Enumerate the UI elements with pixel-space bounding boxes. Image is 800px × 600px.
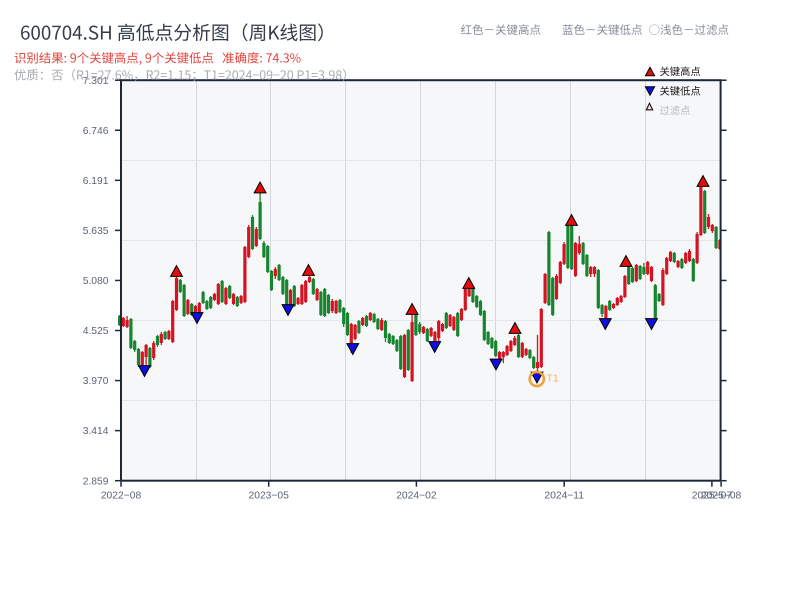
- svg-text:2.859: 2.859: [83, 476, 109, 487]
- svg-text:6.746: 6.746: [83, 126, 109, 137]
- svg-text:2024−02: 2024−02: [396, 491, 437, 502]
- svg-text:2022−08: 2022−08: [101, 491, 142, 502]
- svg-text:2023−05: 2023−05: [249, 491, 290, 502]
- svg-text:3.414: 3.414: [83, 426, 109, 437]
- svg-text:5.635: 5.635: [83, 226, 109, 237]
- svg-text:4.525: 4.525: [83, 326, 109, 337]
- svg-text:5.080: 5.080: [83, 276, 109, 287]
- svg-text:2025−08: 2025−08: [701, 491, 742, 502]
- svg-text:2024−11: 2024−11: [544, 491, 584, 502]
- svg-text:3.970: 3.970: [83, 376, 109, 387]
- svg-text:7.301: 7.301: [83, 76, 109, 87]
- svg-text:2025−07: 2025−07: [692, 491, 733, 502]
- svg-text:6.191: 6.191: [83, 176, 109, 187]
- svg-text:T1: T1: [547, 373, 559, 385]
